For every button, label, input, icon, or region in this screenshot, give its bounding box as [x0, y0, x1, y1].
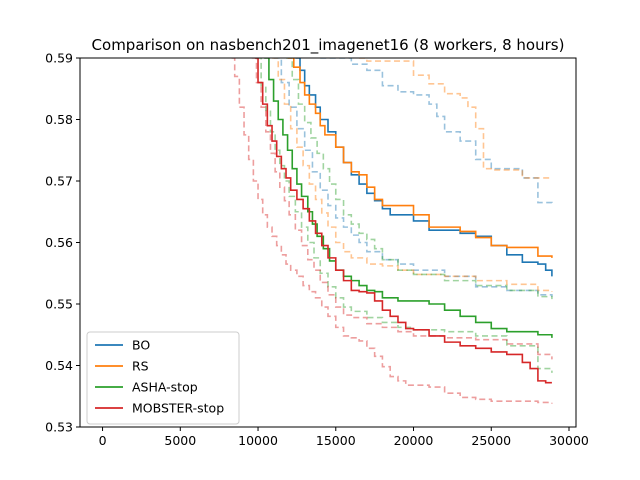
chart-title: Comparison on nasbench201_imagenet16 (8 … [92, 36, 565, 55]
x-tick-label: 30000 [549, 433, 589, 448]
y-tick-label: 0.57 [45, 174, 73, 189]
y-tick-label: 0.53 [45, 420, 73, 435]
quantile-line [273, 58, 553, 297]
quantile-line [272, 58, 553, 292]
quantile-line [320, 58, 553, 205]
x-tick-label: 5000 [164, 433, 196, 448]
quantile-line [359, 58, 552, 179]
y-tick-label: 0.56 [45, 235, 73, 250]
series-line-mobster-stop [254, 58, 552, 384]
x-tick-label: 10000 [238, 433, 278, 448]
legend-box [86, 331, 240, 425]
x-tick-label: 25000 [471, 433, 511, 448]
x-tick-label: 0 [99, 433, 107, 448]
legend-label: ASHA-stop [132, 380, 198, 395]
legend-label: MOBSTER-stop [132, 401, 224, 416]
series-line-rs [287, 58, 553, 258]
quantile-line [231, 58, 553, 404]
plot-area [231, 58, 553, 404]
x-tick-label: 15000 [316, 433, 356, 448]
legend-label: BO [132, 338, 150, 353]
series-line-asha-stop [264, 58, 553, 338]
y-tick-label: 0.59 [45, 51, 73, 66]
x-tick-label: 20000 [394, 433, 434, 448]
y-tick-label: 0.55 [45, 297, 73, 312]
legend-label: RS [132, 359, 149, 374]
x-axis: 0 5000 10000 15000 20000 25000 30000 [99, 427, 589, 448]
quantile-line [256, 58, 553, 373]
quantile-line [286, 58, 553, 300]
y-tick-label: 0.54 [45, 358, 73, 373]
y-axis: 0.53 0.54 0.55 0.56 0.57 0.58 0.59 [45, 51, 80, 435]
y-tick-label: 0.58 [45, 112, 73, 127]
legend: BO RS ASHA-stop MOBSTER-stop [86, 331, 240, 425]
